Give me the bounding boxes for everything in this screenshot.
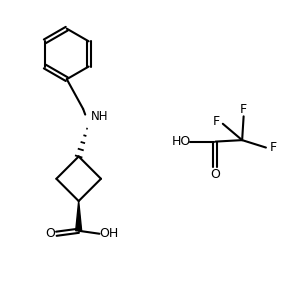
Text: F: F <box>269 141 277 154</box>
Text: O: O <box>211 168 220 181</box>
Text: O: O <box>45 227 55 240</box>
Text: NH: NH <box>91 110 108 123</box>
Polygon shape <box>76 201 82 231</box>
Text: HO: HO <box>172 135 191 148</box>
Text: F: F <box>213 115 220 128</box>
Text: F: F <box>240 103 247 116</box>
Text: OH: OH <box>99 227 118 240</box>
